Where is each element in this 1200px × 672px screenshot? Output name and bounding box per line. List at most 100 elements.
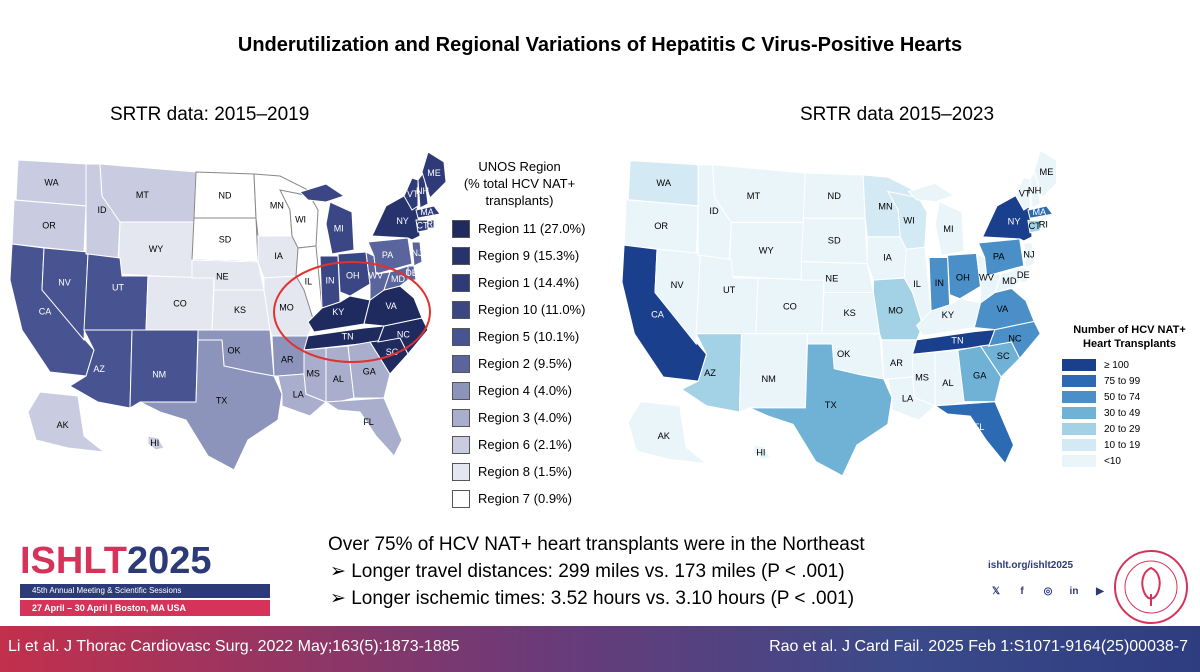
state-me bbox=[421, 151, 447, 199]
state-pa bbox=[977, 238, 1025, 277]
southeast-highlight-circle bbox=[273, 261, 431, 363]
legend-label: Region 6 (2.1%) bbox=[478, 437, 572, 452]
state-label-ks: KS bbox=[844, 308, 856, 318]
state-label-la: LA bbox=[902, 393, 914, 403]
state-ri bbox=[1039, 219, 1047, 230]
state-label-ks: KS bbox=[234, 305, 246, 315]
state-label-nm: NM bbox=[152, 369, 166, 379]
legend-label: ≥ 100 bbox=[1104, 359, 1129, 371]
state-label-ok: OK bbox=[837, 349, 851, 359]
state-label-mn: MN bbox=[878, 202, 892, 212]
state-label-or: OR bbox=[42, 221, 56, 231]
state-ky bbox=[307, 295, 371, 333]
state-label-vt: VT bbox=[1019, 189, 1031, 199]
instagram-icon[interactable]: ◎ bbox=[1043, 586, 1053, 597]
state-label-oh: OH bbox=[956, 273, 970, 283]
state-label-az: AZ bbox=[93, 364, 105, 374]
state-label-nc: NC bbox=[1008, 334, 1022, 344]
state-label-in: IN bbox=[326, 276, 335, 286]
state-label-vt: VT bbox=[407, 189, 419, 199]
legend-swatch bbox=[452, 489, 470, 508]
legend-swatch bbox=[452, 219, 470, 238]
state-label-in: IN bbox=[935, 278, 944, 288]
state-label-de: DE bbox=[1017, 270, 1030, 280]
state-ct bbox=[1027, 219, 1041, 234]
state-label-oh: OH bbox=[346, 271, 360, 281]
legend-label: Region 3 (4.0%) bbox=[478, 410, 572, 425]
state-label-ct: CT bbox=[1028, 221, 1041, 231]
hcv-count-legend: Number of HCV NAT+ Heart Transplants ≥ 1… bbox=[1062, 323, 1197, 469]
logo-meeting-name: 45th Annual Meeting & Scientific Session… bbox=[20, 584, 270, 598]
legend-item: 75 to 99 bbox=[1062, 373, 1197, 389]
legend-item: Region 6 (2.1%) bbox=[452, 431, 587, 458]
legend-item: Region 7 (0.9%) bbox=[452, 485, 587, 512]
state-label-wa: WA bbox=[44, 178, 58, 188]
x-icon[interactable]: 𝕏 bbox=[991, 586, 1001, 597]
hcv-transplant-count-map: WA OR CA NV ID MT WY UT CO AZ NM ND SD NE KS OK TX MN IA MO… bbox=[621, 149, 1056, 477]
website-link[interactable]: ishlt.org/ishlt2025 bbox=[988, 560, 1074, 571]
state-oh bbox=[947, 252, 982, 300]
state-label-mt: MT bbox=[747, 191, 761, 201]
state-label-ne: NE bbox=[216, 271, 229, 281]
legend-swatch bbox=[1062, 391, 1096, 403]
linkedin-icon[interactable]: in bbox=[1069, 586, 1079, 597]
legend-swatch bbox=[1062, 423, 1096, 435]
state-label-al: AL bbox=[942, 378, 953, 388]
finding-ischemic-time: ➢ Longer ischemic times: 3.52 hours vs. … bbox=[330, 588, 855, 609]
legend-item: 20 to 29 bbox=[1062, 421, 1197, 437]
state-label-mi: MI bbox=[943, 224, 953, 234]
state-label-ok: OK bbox=[227, 346, 240, 356]
right-map-subtitle: SRTR data 2015–2023 bbox=[800, 104, 995, 125]
state-label-ky: KY bbox=[332, 307, 344, 317]
state-label-hi: HI bbox=[756, 447, 765, 457]
state-label-sc: SC bbox=[997, 351, 1010, 361]
legend-swatch bbox=[452, 354, 470, 373]
state-label-al: AL bbox=[333, 374, 344, 384]
state-label-ri: RI bbox=[1039, 220, 1048, 230]
ishlt-seal-icon bbox=[1114, 550, 1188, 624]
state-label-ga: GA bbox=[973, 370, 987, 380]
facebook-icon[interactable]: f bbox=[1020, 586, 1024, 597]
legend-title: UNOS Region (% total HCV NAT+ transplant… bbox=[463, 159, 576, 208]
state-label-md: MD bbox=[391, 274, 405, 284]
legend-label: 75 to 99 bbox=[1104, 375, 1141, 387]
state-fl bbox=[933, 401, 1015, 465]
legend-label: Region 11 (27.0%) bbox=[478, 221, 586, 236]
state-ri bbox=[427, 219, 435, 229]
legend-swatch bbox=[452, 246, 470, 265]
state-label-ma: MA bbox=[420, 207, 434, 217]
legend-swatch bbox=[452, 327, 470, 346]
state-label-wi: WI bbox=[295, 214, 306, 224]
state-ga bbox=[347, 341, 391, 399]
youtube-icon[interactable]: ▶ bbox=[1096, 586, 1104, 597]
legend-swatch bbox=[452, 273, 470, 292]
state-ak bbox=[627, 401, 709, 465]
state-label-nd: ND bbox=[219, 191, 232, 201]
state-label-tn: TN bbox=[951, 335, 963, 345]
findings-headline: Over 75% of HCV NAT+ heart transplants w… bbox=[328, 534, 865, 555]
state-ky bbox=[916, 298, 982, 337]
legend-swatch bbox=[452, 300, 470, 319]
state-label-ak: AK bbox=[57, 420, 69, 430]
legend-swatch bbox=[1062, 407, 1096, 419]
state-nm bbox=[738, 333, 808, 413]
social-icons: 𝕏 f ◎ in ▶ bbox=[988, 586, 1108, 597]
state-label-ny: NY bbox=[1008, 217, 1021, 227]
state-mi-up bbox=[907, 182, 955, 203]
state-ma bbox=[1027, 205, 1054, 219]
state-label-nh: NH bbox=[1028, 186, 1041, 196]
state-mi bbox=[934, 201, 965, 256]
state-label-md: MD bbox=[1002, 276, 1017, 286]
state-al bbox=[934, 349, 965, 407]
state-label-la: LA bbox=[293, 390, 304, 400]
state-nv bbox=[41, 247, 89, 342]
state-label-ut: UT bbox=[723, 285, 736, 295]
legend-swatch bbox=[1062, 439, 1096, 451]
legend-item: Region 3 (4.0%) bbox=[452, 404, 587, 431]
right-citation: Rao et al. J Card Fail. 2025 Feb 1:S1071… bbox=[769, 638, 1188, 655]
citation-footer: Li et al. J Thorac Cardiovasc Surg. 2022… bbox=[0, 626, 1200, 672]
state-label-ar: AR bbox=[281, 355, 294, 365]
state-label-il: IL bbox=[913, 279, 921, 289]
legend-label: Region 9 (15.3%) bbox=[478, 248, 580, 263]
state-label-az: AZ bbox=[704, 368, 716, 378]
